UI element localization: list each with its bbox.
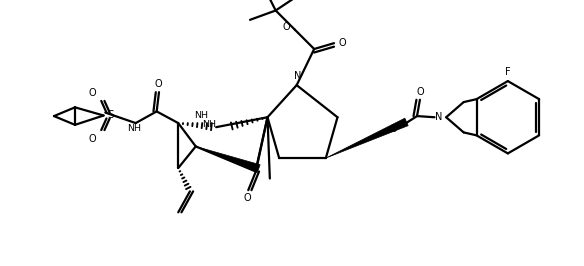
Text: S: S — [108, 110, 114, 120]
Text: O: O — [283, 22, 291, 32]
Text: O: O — [154, 79, 162, 89]
Text: N: N — [436, 112, 443, 122]
Polygon shape — [326, 118, 408, 158]
Text: NH: NH — [127, 124, 141, 134]
Text: O: O — [89, 134, 96, 144]
Text: O: O — [89, 88, 96, 98]
Text: O: O — [416, 87, 424, 97]
Text: F: F — [505, 67, 510, 77]
Text: N: N — [294, 71, 301, 81]
Text: NH: NH — [202, 120, 216, 129]
Text: O: O — [244, 193, 251, 203]
Text: NH: NH — [194, 111, 208, 120]
Text: O: O — [338, 38, 346, 48]
Text: O: O — [390, 124, 398, 134]
Polygon shape — [196, 146, 260, 172]
